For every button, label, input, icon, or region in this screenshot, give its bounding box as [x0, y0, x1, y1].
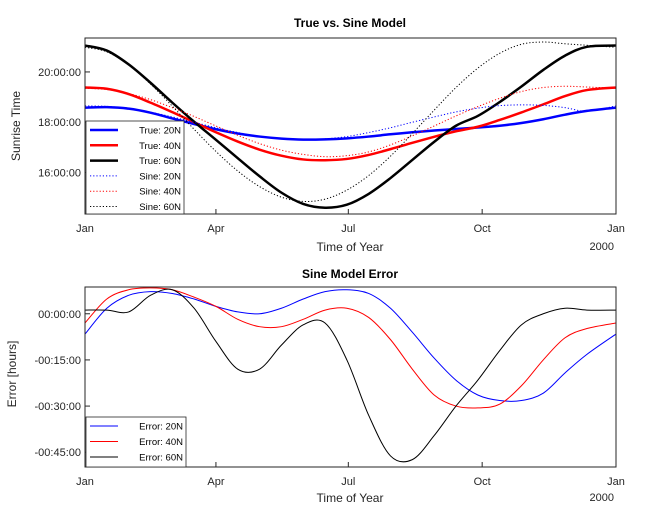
x-year-label: 2000	[590, 241, 614, 253]
y-tick-label: 18:00:00	[38, 117, 81, 129]
legend-label: Sine: 20N	[139, 171, 181, 182]
plot-area	[85, 287, 616, 463]
x-tick-label: Jul	[341, 223, 355, 235]
legend-label: Sine: 40N	[139, 187, 181, 198]
y-axis-label: Error [hours]	[5, 341, 19, 408]
x-axis-ticks: Jan Apr Jul Oct Jan	[76, 462, 625, 488]
series-line-error-20n	[85, 289, 616, 402]
x-tick-label: Apr	[207, 223, 224, 235]
sunrise-chart: True vs. Sine Model Time of Year Sunrise…	[9, 16, 625, 254]
x-tick-label: Jan	[76, 476, 94, 488]
series-line-true-40n	[85, 86, 616, 162]
legend-label: Error: 40N	[139, 437, 183, 448]
x-axis-ticks: Jan Apr Jul Oct Jan	[76, 209, 625, 235]
y-tick-label: -00:15:00	[35, 355, 81, 367]
series-line-error-60n	[85, 288, 616, 463]
legend: True: 20N True: 40N True: 60N Sine: 20N Sine…	[85, 120, 185, 215]
x-year-label: 2000	[590, 492, 614, 504]
legend-label: Error: 20N	[139, 422, 183, 433]
y-tick-label: -00:30:00	[35, 401, 81, 413]
series-line-sine-40n	[85, 85, 616, 158]
legend-label: Sine: 60N	[139, 202, 181, 213]
axes-frame	[84, 37, 617, 215]
chart-title: True vs. Sine Model	[294, 16, 406, 30]
chart-title: Sine Model Error	[302, 267, 398, 281]
x-tick-label: Jan	[607, 223, 625, 235]
y-tick-label: 16:00:00	[38, 168, 81, 180]
x-tick-label: Apr	[207, 476, 224, 488]
x-axis-label: Time of Year	[317, 491, 384, 505]
legend-label: Error: 60N	[139, 453, 183, 464]
x-tick-label: Jan	[76, 223, 94, 235]
axes-frame	[84, 286, 617, 468]
y-axis-ticks: -00:45:00 -00:30:00 -00:15:00 00:00:00	[35, 309, 90, 459]
x-axis-label: Time of Year	[317, 240, 384, 254]
legend-label: True: 40N	[139, 141, 181, 152]
series-line-true-20n	[85, 105, 616, 141]
x-tick-label: Jan	[607, 476, 625, 488]
y-axis-label: Sunrise Time	[9, 91, 23, 161]
legend-box	[85, 120, 185, 215]
x-tick-label: Oct	[474, 223, 491, 235]
legend-label: True: 60N	[139, 156, 181, 167]
series-line-true-60n	[85, 44, 616, 209]
error-chart: Sine Model Error Time of Year Error [hou…	[5, 267, 625, 505]
y-axis-ticks: 16:00:00 18:00:00 20:00:00	[38, 67, 90, 180]
y-tick-label: 20:00:00	[38, 67, 81, 79]
x-tick-label: Oct	[474, 476, 491, 488]
plot-area	[85, 41, 616, 209]
legend-label: True: 20N	[139, 126, 181, 137]
x-tick-label: Jul	[341, 476, 355, 488]
y-tick-label: -00:45:00	[35, 447, 81, 459]
legend: Error: 20N Error: 40N Error: 60N	[85, 416, 187, 468]
y-tick-label: 00:00:00	[38, 309, 81, 321]
